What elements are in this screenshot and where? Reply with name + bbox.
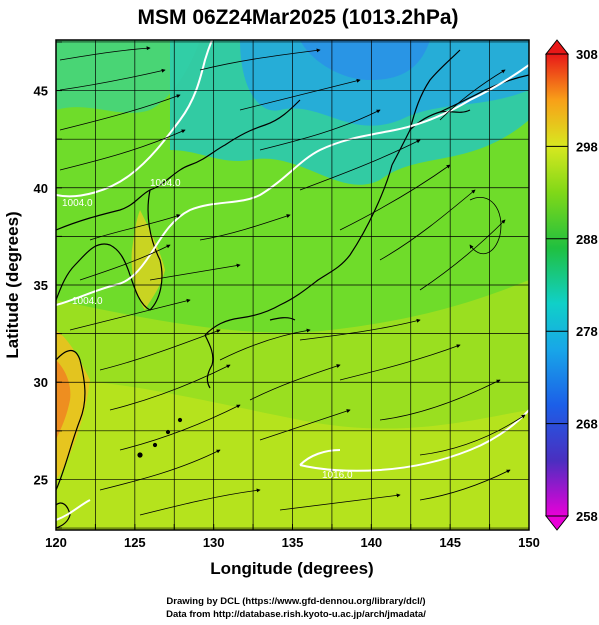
x-axis-ticks: 120 125 130 135 140 145 150: [45, 524, 540, 550]
colorbar-max-arrow: [544, 39, 570, 55]
colorbar-min-arrow: [544, 515, 570, 531]
x-tick-label: 120: [45, 535, 67, 550]
x-axis-label: Longitude (degrees): [210, 559, 373, 578]
x-tick-label: 135: [282, 535, 304, 550]
wind-streamlines: [59, 46, 526, 516]
credit-data-source: Data from http://database.rish.kyoto-u.a…: [166, 609, 426, 620]
colorbar-ticks: 308 298 288 278 268 258: [546, 47, 598, 524]
y-axis-label: Latitude (degrees): [3, 211, 22, 358]
x-tick-label: 145: [439, 535, 461, 550]
y-tick-label: 30: [34, 375, 48, 390]
map-plot-area: 1004.0 1004.0 1004.0 1016.0: [56, 40, 529, 530]
credit-drawing: Drawing by DCL (https://www.gfd-dennou.o…: [166, 596, 425, 607]
y-tick-label: 25: [34, 472, 48, 487]
isobars: [56, 40, 529, 521]
colorbar-tick-label: 288: [576, 232, 598, 247]
isobar-label: 1016.0: [322, 470, 353, 481]
colorbar-tick-label: 268: [576, 417, 598, 432]
y-axis-ticks: 25 30 35 40 45: [34, 41, 62, 529]
isobar-label: 1004.0: [150, 178, 181, 189]
colorbar-tick-label: 308: [576, 47, 598, 62]
colorbar-tick-label: 258: [576, 509, 598, 524]
x-tick-label: 130: [203, 535, 225, 550]
y-tick-label: 45: [34, 84, 48, 99]
coastlines: [56, 49, 529, 529]
isobar-label: 1004.0: [72, 296, 103, 307]
map-title: MSM 06Z24Mar2025 (1013.2hPa): [138, 6, 459, 29]
colorbar-tick-label: 278: [576, 324, 598, 339]
x-tick-label: 125: [124, 535, 146, 550]
colorbar: 308 298 288 278 268 258: [544, 39, 598, 531]
colorbar-tick-label: 298: [576, 139, 598, 154]
isobar-label: 1004.0: [62, 198, 93, 209]
x-tick-label: 150: [518, 535, 540, 550]
isobar-labels: 1004.0 1004.0 1004.0 1016.0: [62, 178, 353, 481]
x-tick-label: 140: [360, 535, 382, 550]
colorbar-gradient: [545, 53, 569, 517]
y-tick-label: 40: [34, 181, 48, 196]
graticule: [56, 40, 529, 530]
y-tick-label: 35: [34, 278, 48, 293]
